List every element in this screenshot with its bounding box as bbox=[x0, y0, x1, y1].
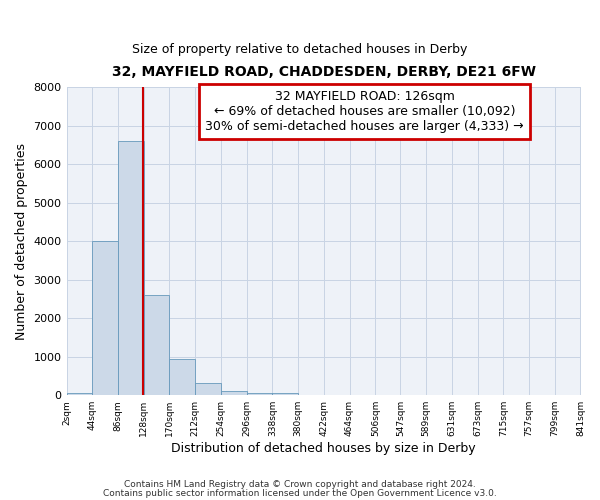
Bar bbox=[221, 391, 247, 395]
Bar bbox=[144, 295, 169, 395]
Bar bbox=[272, 394, 298, 395]
Bar bbox=[118, 141, 144, 395]
Text: Size of property relative to detached houses in Derby: Size of property relative to detached ho… bbox=[133, 42, 467, 56]
Bar bbox=[195, 383, 221, 395]
Bar bbox=[247, 392, 272, 395]
Y-axis label: Number of detached properties: Number of detached properties bbox=[15, 142, 28, 340]
Text: Contains HM Land Registry data © Crown copyright and database right 2024.: Contains HM Land Registry data © Crown c… bbox=[124, 480, 476, 489]
Text: 32 MAYFIELD ROAD: 126sqm
← 69% of detached houses are smaller (10,092)
30% of se: 32 MAYFIELD ROAD: 126sqm ← 69% of detach… bbox=[205, 90, 524, 133]
Bar bbox=[169, 358, 195, 395]
Text: Contains public sector information licensed under the Open Government Licence v3: Contains public sector information licen… bbox=[103, 488, 497, 498]
Bar bbox=[92, 241, 118, 395]
Bar bbox=[67, 392, 92, 395]
Title: 32, MAYFIELD ROAD, CHADDESDEN, DERBY, DE21 6FW: 32, MAYFIELD ROAD, CHADDESDEN, DERBY, DE… bbox=[112, 65, 536, 79]
X-axis label: Distribution of detached houses by size in Derby: Distribution of detached houses by size … bbox=[171, 442, 476, 455]
